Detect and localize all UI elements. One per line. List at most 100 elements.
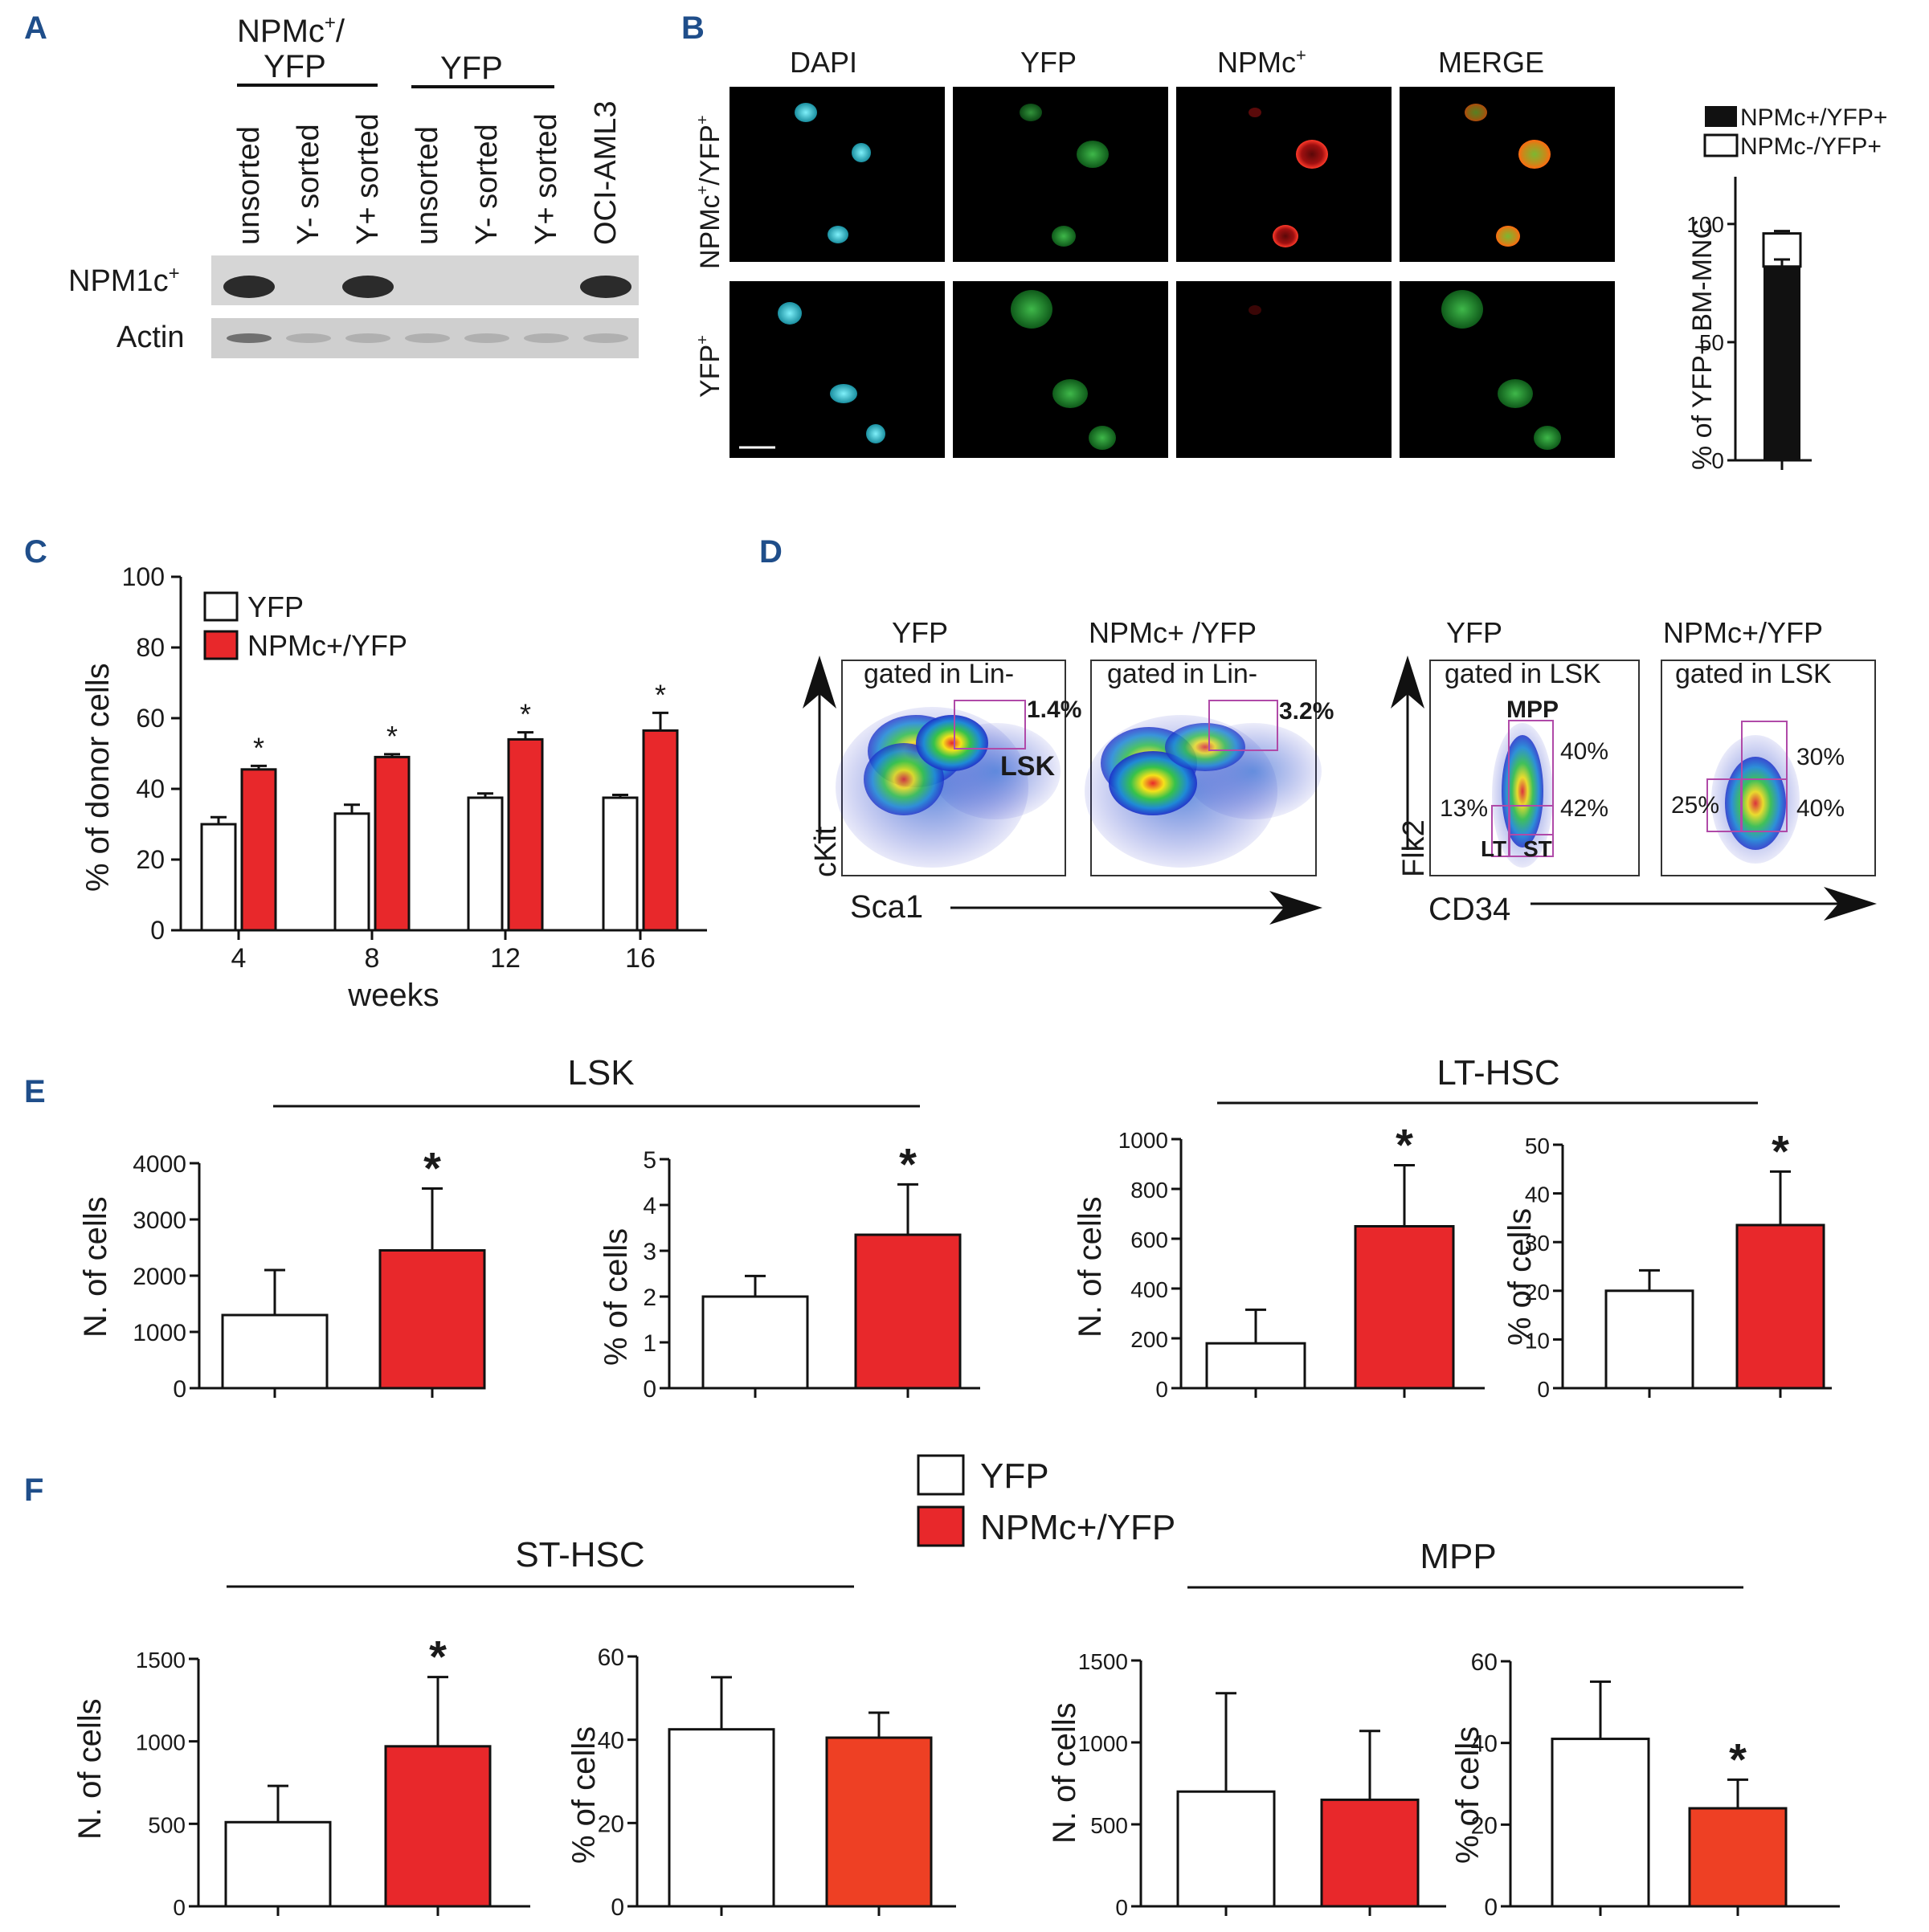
chart-f-sthsc-count: 0 500 1000 1500 * N. of cells	[72, 1632, 530, 1920]
cell	[1052, 226, 1076, 247]
y-tick-label: 2	[643, 1285, 656, 1311]
y-tick-label: 20	[1525, 1280, 1550, 1305]
y-tick-label: 0	[1484, 1894, 1498, 1921]
x-tick-label: 16	[625, 943, 656, 974]
row-label-yfp: YFP+	[694, 335, 725, 398]
legend-npmc: NPMc+/YFP	[247, 629, 407, 662]
y-tick-label: 60	[598, 1644, 624, 1671]
ckit-label: cKit	[809, 826, 843, 877]
y-tick-label: 1000	[1078, 1731, 1128, 1756]
cell	[778, 302, 802, 325]
row-label-npmc-yfp: NPMc+/YFP+	[694, 115, 725, 269]
y-axis-label: % of donor cells	[80, 663, 116, 892]
lane-label: Y- sorted	[292, 124, 325, 245]
y-tick-label: 30	[1525, 1231, 1550, 1256]
pct-st-npmc: 40%	[1796, 795, 1845, 822]
mpp-gate	[1508, 720, 1554, 835]
bar-npmc	[642, 729, 679, 932]
significance-star: *	[1772, 1125, 1789, 1176]
chart-e-lsk-count: 0 1000 2000 3000 4000 * N. of cells	[78, 1143, 486, 1403]
actin-band	[405, 333, 450, 343]
y-axis-label: N. of cells	[72, 1698, 108, 1840]
y-tick-label: 0	[173, 1895, 186, 1920]
y-tick-label: 5	[643, 1147, 656, 1174]
lane-label: unsorted	[232, 126, 266, 245]
bar-yfp	[467, 796, 504, 932]
y-axis-label: % of cells	[1502, 1208, 1538, 1346]
actin-band	[583, 333, 628, 343]
significance-star: *	[1729, 1734, 1747, 1784]
actin-band	[524, 333, 569, 343]
panel-b: B DAPI YFP NPMc+ MERGE NPMc+/YFP+ YFP+	[681, 10, 1887, 473]
panel-label-f: F	[24, 1472, 43, 1508]
lane-label: unsorted	[411, 126, 444, 245]
bar-yfp	[602, 796, 639, 932]
legend-npmc-swatch	[203, 630, 239, 660]
cell	[1089, 426, 1116, 450]
legend-npmc-neg: NPMc-/YFP+	[1740, 133, 1882, 160]
cell	[1077, 141, 1109, 168]
legend-swatch-white	[1703, 133, 1739, 157]
y-tick-label: 600	[1130, 1227, 1168, 1252]
significance-star: *	[1396, 1120, 1413, 1170]
st-gate	[1741, 778, 1788, 832]
pct-lsk-yfp: 1.4%	[1027, 696, 1081, 723]
cell	[1011, 290, 1052, 329]
bar-npmc	[384, 1745, 492, 1908]
cell	[1518, 140, 1551, 169]
sthsc-group-title: ST-HSC	[515, 1535, 644, 1575]
actin-band	[227, 333, 272, 343]
legend-swatch-black	[1705, 106, 1737, 127]
y-tick-label: 20	[1471, 1812, 1498, 1839]
panel-f: F YFP NPMc+/YFP ST-HSC MPP 0 500 1000 1500 *…	[24, 1454, 1840, 1921]
density-core	[864, 743, 944, 815]
lthsc-group-title: LT-HSC	[1437, 1053, 1559, 1093]
lane-label: Y- sorted	[470, 124, 504, 245]
bar-yfp	[200, 823, 237, 932]
lane-label: OCI-AML3	[589, 101, 623, 245]
chart-c-donor-cells: 0 20 40 60 80 100 * 4 * 8 * 12 * 16 weeks % of donor ce…	[80, 562, 707, 1013]
gate-label-lin-2: gated in Lin-	[1107, 659, 1257, 689]
mpp-group-title: MPP	[1420, 1537, 1496, 1576]
chart-b-yfp-bm-mnc: 0 50 100% of YFP+ BM-MNC	[1686, 177, 1812, 473]
npm1c-band	[342, 276, 394, 298]
flow-left-title-yfp: YFP	[892, 616, 948, 649]
y-tick-label: 80	[136, 633, 165, 662]
y-tick-label: 0	[1115, 1895, 1128, 1920]
bar-yfp	[1176, 1790, 1276, 1908]
col-title-npmc: NPMc+	[1217, 45, 1306, 79]
chart-e-lthsc-count: 0 200 400 600 800 1000 * N. of cells	[1073, 1120, 1485, 1402]
row-actin-label: Actin	[116, 321, 184, 354]
y-tick-label: 0	[150, 916, 165, 945]
bar-yfp	[1551, 1738, 1650, 1908]
chart-e-lthsc-percent: 0 10 20 30 40 50 * % of cells	[1502, 1125, 1832, 1402]
cell	[1441, 290, 1483, 329]
cell	[1498, 379, 1533, 408]
bar-npmc-pos	[1763, 266, 1800, 460]
bar-npmc	[240, 768, 277, 932]
cell	[830, 384, 857, 403]
lsk-label: LSK	[1000, 751, 1055, 782]
actin-band	[286, 333, 331, 343]
y-tick-label: 50	[1699, 330, 1724, 355]
y-tick-label: 3	[643, 1239, 656, 1265]
lsk-gate	[954, 700, 1026, 750]
y-tick-label: 500	[148, 1812, 186, 1837]
x-tick-label: 8	[365, 943, 380, 974]
pct-mpp-npmc: 30%	[1796, 744, 1845, 770]
y-tick-label: 500	[1090, 1813, 1128, 1838]
y-tick-label: 0	[1537, 1377, 1550, 1402]
tile-npmc-2	[1176, 281, 1392, 458]
pct-lt-yfp: 13%	[1440, 795, 1488, 822]
significance-star: *	[655, 678, 666, 711]
col-title-dapi: DAPI	[790, 46, 857, 79]
lt-gate	[1491, 805, 1510, 857]
y-tick-label: 800	[1130, 1178, 1168, 1203]
bar-npmc	[374, 755, 411, 932]
flow-right-title-npmc: NPMc+/YFP	[1663, 616, 1823, 649]
sca1-label: Sca1	[850, 889, 923, 925]
bar-yfp	[668, 1728, 775, 1908]
cell	[1296, 140, 1328, 169]
density-core	[1502, 735, 1543, 848]
